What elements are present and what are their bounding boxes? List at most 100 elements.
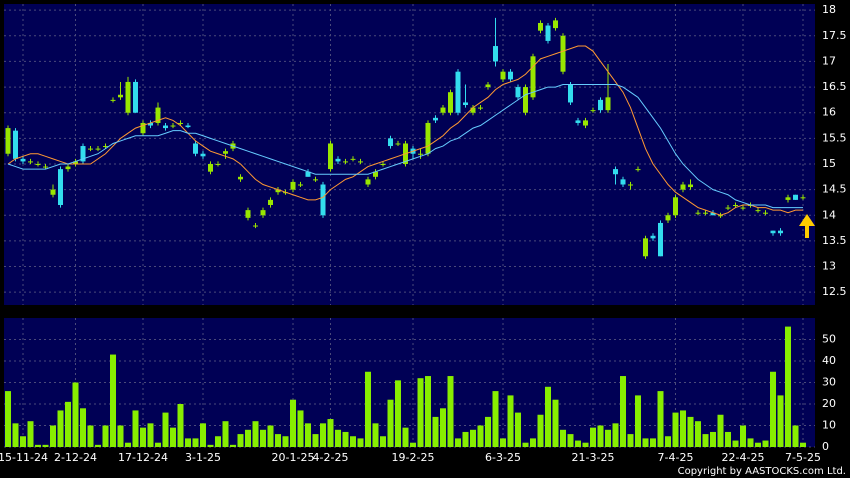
volume-bar <box>245 429 251 447</box>
candle-body <box>770 230 776 234</box>
candle-body <box>133 81 138 113</box>
candle-body <box>200 153 206 157</box>
candle-body <box>35 163 41 165</box>
volume-bar <box>65 401 71 447</box>
volume-bar <box>537 414 544 447</box>
volume-bar <box>417 378 424 447</box>
candle-body <box>380 163 386 165</box>
candle-body <box>335 158 341 162</box>
volume-bar <box>410 442 416 447</box>
candle-body <box>343 161 348 163</box>
volume-bar <box>582 442 589 447</box>
candle-body <box>418 153 423 155</box>
candle-body <box>305 171 311 177</box>
volume-bar <box>800 442 806 447</box>
candle-body <box>178 122 183 124</box>
candle-body <box>373 171 378 177</box>
candle-body <box>5 128 11 154</box>
candle-body <box>755 210 761 212</box>
candle-body <box>470 107 476 113</box>
candle-body <box>793 194 798 200</box>
volume-bar <box>477 425 484 447</box>
volume-bar <box>357 438 364 447</box>
candle-body <box>50 189 56 195</box>
volume-bar <box>462 431 469 447</box>
volume-bar <box>327 419 334 447</box>
y-tick-label: 50 <box>822 333 836 346</box>
volume-bar <box>320 423 326 447</box>
volume-bar <box>665 436 671 447</box>
layer: 12.5 13 13.5 14 14.5 15 15.5 16 16.5 17 17.5 18 0 10 2… <box>0 3 847 464</box>
volume-bar <box>207 444 214 447</box>
volume-bar <box>305 423 311 447</box>
moving-average-line <box>7 84 803 209</box>
volume-bar <box>282 436 289 447</box>
arrow-icon <box>799 214 815 238</box>
x-tick-label: 4-2-25 <box>313 451 349 464</box>
y-tick-label: 15 <box>822 157 836 170</box>
volume-bar <box>567 434 574 447</box>
candle-body <box>598 99 603 111</box>
volume-bar <box>657 391 664 447</box>
candle-body <box>695 212 701 214</box>
candle-body <box>148 122 153 126</box>
volume-bar <box>507 395 514 447</box>
candle-body <box>560 35 566 72</box>
y-tick-label: 30 <box>822 376 836 389</box>
volume-bar <box>110 354 116 447</box>
volume-bar <box>470 429 476 447</box>
volume-bar <box>102 425 109 447</box>
volume-bar <box>5 391 11 447</box>
volume-bar <box>237 434 244 447</box>
candle-body <box>763 212 768 214</box>
volume-bar <box>342 431 349 447</box>
x-tick-label: 7-4-25 <box>658 451 694 464</box>
y-tick-label: 18 <box>822 3 836 16</box>
volume-bar <box>740 425 746 447</box>
candle-body <box>388 138 393 147</box>
candle-body <box>215 163 221 165</box>
volume-bar <box>612 423 619 447</box>
volume-bar <box>672 412 679 447</box>
candle-body <box>538 22 543 31</box>
volume-bar <box>635 395 641 447</box>
volume-bar <box>350 436 356 447</box>
y-tick-label: 10 <box>822 419 836 432</box>
y-tick-label: 13.5 <box>822 234 847 247</box>
volume-bar <box>20 436 26 447</box>
volume-bar <box>515 412 521 447</box>
candle-body <box>590 110 596 112</box>
candle-body <box>425 122 431 154</box>
y-tick-label: 15.5 <box>822 131 847 144</box>
volume-bar <box>162 412 169 447</box>
candle-body <box>688 184 693 188</box>
candle-body <box>20 158 26 162</box>
volume-bar <box>725 431 731 447</box>
volume-bar <box>575 440 581 447</box>
volume-bar <box>447 376 454 447</box>
y-tick-label: 17.5 <box>822 29 847 42</box>
candle-body <box>365 179 371 185</box>
y-tick-label: 20 <box>822 397 836 410</box>
price-panel <box>4 4 815 305</box>
candle-body <box>395 143 401 145</box>
volume-bar <box>492 391 499 447</box>
volume-bar <box>560 429 566 447</box>
volume-bar <box>95 444 101 447</box>
volume-bar <box>335 429 341 447</box>
candle-body <box>605 97 611 111</box>
x-tick-label: 22-4-25 <box>722 451 765 464</box>
candle-body <box>28 161 33 163</box>
volume-bar <box>702 434 709 447</box>
volume-bar <box>140 427 146 447</box>
candle-body <box>208 163 213 172</box>
volume-bar <box>605 429 611 447</box>
candle-body <box>320 184 326 216</box>
candle-body <box>463 102 468 106</box>
x-tick-label: 6-3-25 <box>485 451 521 464</box>
volume-bar <box>177 404 184 447</box>
candle-body <box>448 92 453 113</box>
volume-bar <box>785 326 791 447</box>
x-tick-label: 17-12-24 <box>118 451 168 464</box>
